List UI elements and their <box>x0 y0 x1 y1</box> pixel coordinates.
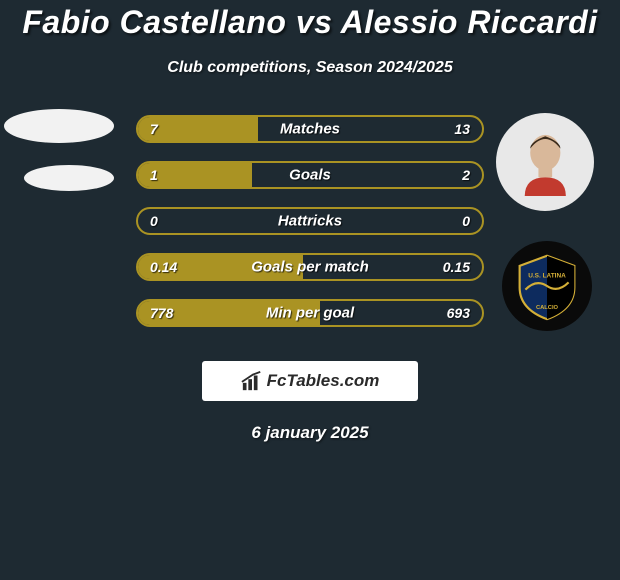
player-right-avatars: U.S. LATINA CALCIO <box>496 109 606 331</box>
player-right-photo <box>496 113 594 211</box>
site-logo[interactable]: FcTables.com <box>202 361 418 401</box>
club-crest-icon: U.S. LATINA CALCIO <box>511 250 583 322</box>
stat-bar-goals-per-match: 0.14 Goals per match 0.15 <box>136 253 484 281</box>
person-icon <box>511 128 580 197</box>
player-right-club-crest: U.S. LATINA CALCIO <box>502 241 592 331</box>
comparison-body: 7 Matches 13 1 Goals 2 0 Hattricks 0 <box>0 109 620 341</box>
stat-bar-goals: 1 Goals 2 <box>136 161 484 189</box>
snapshot-date: 6 january 2025 <box>0 423 620 443</box>
site-logo-text: FcTables.com <box>267 371 380 391</box>
stat-label: Goals <box>289 167 331 184</box>
comparison-card: Fabio Castellano vs Alessio Riccardi Clu… <box>0 0 620 443</box>
svg-text:CALCIO: CALCIO <box>536 305 559 311</box>
player-left-club-crest <box>24 165 114 191</box>
stat-value-right: 0 <box>462 213 470 229</box>
stat-bar-hattricks: 0 Hattricks 0 <box>136 207 484 235</box>
stat-value-left: 0.14 <box>150 259 177 275</box>
stat-bar-min-per-goal: 778 Min per goal 693 <box>136 299 484 327</box>
subtitle: Club competitions, Season 2024/2025 <box>0 59 620 77</box>
stat-value-left: 778 <box>150 305 173 321</box>
bar-chart-icon <box>241 370 263 392</box>
stat-label: Matches <box>280 121 340 138</box>
page-title: Fabio Castellano vs Alessio Riccardi <box>0 4 620 41</box>
player-left-avatars <box>0 109 130 191</box>
stat-label: Min per goal <box>266 305 354 322</box>
svg-text:U.S. LATINA: U.S. LATINA <box>528 272 566 279</box>
stat-value-left: 7 <box>150 121 158 137</box>
stat-value-right: 693 <box>447 305 470 321</box>
stat-bars: 7 Matches 13 1 Goals 2 0 Hattricks 0 <box>136 115 484 345</box>
stat-value-left: 0 <box>150 213 158 229</box>
stat-value-left: 1 <box>150 167 158 183</box>
stat-value-right: 13 <box>454 121 470 137</box>
stat-label: Goals per match <box>251 259 369 276</box>
stat-label: Hattricks <box>278 213 342 230</box>
stat-bar-matches: 7 Matches 13 <box>136 115 484 143</box>
stat-value-right: 0.15 <box>443 259 470 275</box>
stat-value-right: 2 <box>462 167 470 183</box>
player-left-photo <box>4 109 114 143</box>
